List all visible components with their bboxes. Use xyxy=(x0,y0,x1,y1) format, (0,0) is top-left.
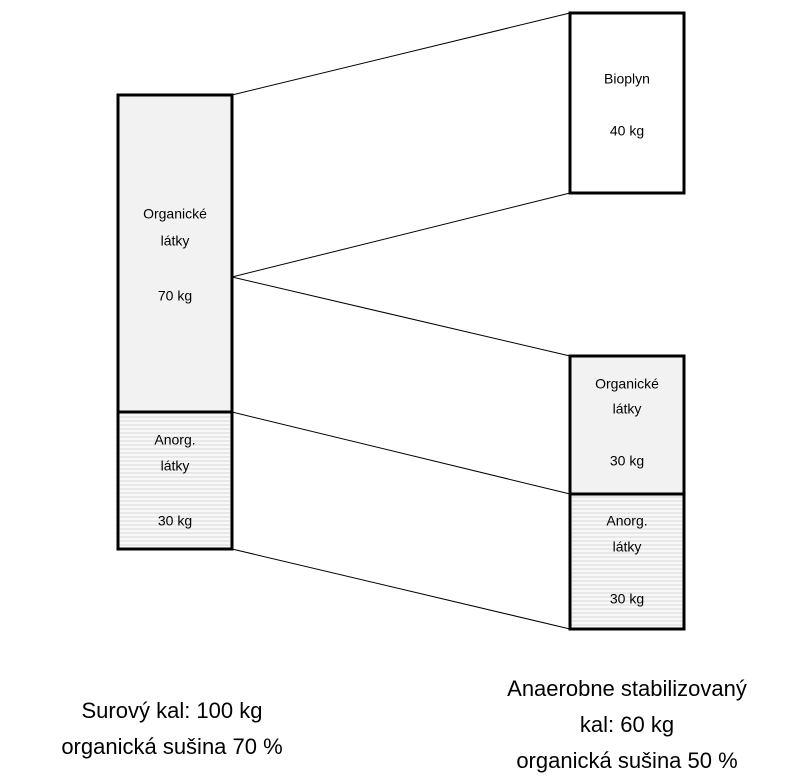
node-value: 30 kg xyxy=(610,453,644,469)
node-label: Bioplyn xyxy=(604,71,650,87)
node-label: látky xyxy=(613,539,642,555)
caption: Anaerobne stabilizovaný xyxy=(507,676,747,701)
node-label: Organické xyxy=(595,376,659,392)
caption: organická sušina 50 % xyxy=(516,748,737,773)
node-label: látky xyxy=(161,233,190,249)
biogas-box xyxy=(568,11,686,195)
inorganic-box xyxy=(568,492,686,631)
node-label: Anorg. xyxy=(154,432,195,448)
inorganic-box xyxy=(116,410,234,551)
connector xyxy=(231,12,571,96)
node-value: 30 kg xyxy=(158,513,192,529)
node-value: 40 kg xyxy=(610,123,644,139)
organic-box xyxy=(568,354,686,496)
node-value: 70 kg xyxy=(158,288,192,304)
connector xyxy=(231,276,571,357)
caption: kal: 60 kg xyxy=(580,712,674,737)
organic-box xyxy=(116,93,234,414)
caption: Surový kal: 100 kg xyxy=(82,698,263,723)
connectors xyxy=(231,12,571,630)
connector xyxy=(231,411,571,495)
node-label: Organické xyxy=(143,206,207,222)
node-value: 30 kg xyxy=(610,591,644,607)
node-label: látky xyxy=(613,401,642,417)
caption: organická sušina 70 % xyxy=(61,734,282,759)
node-label: látky xyxy=(161,458,190,474)
connector xyxy=(231,548,571,630)
node-label: Anorg. xyxy=(606,513,647,529)
connector xyxy=(231,192,571,278)
